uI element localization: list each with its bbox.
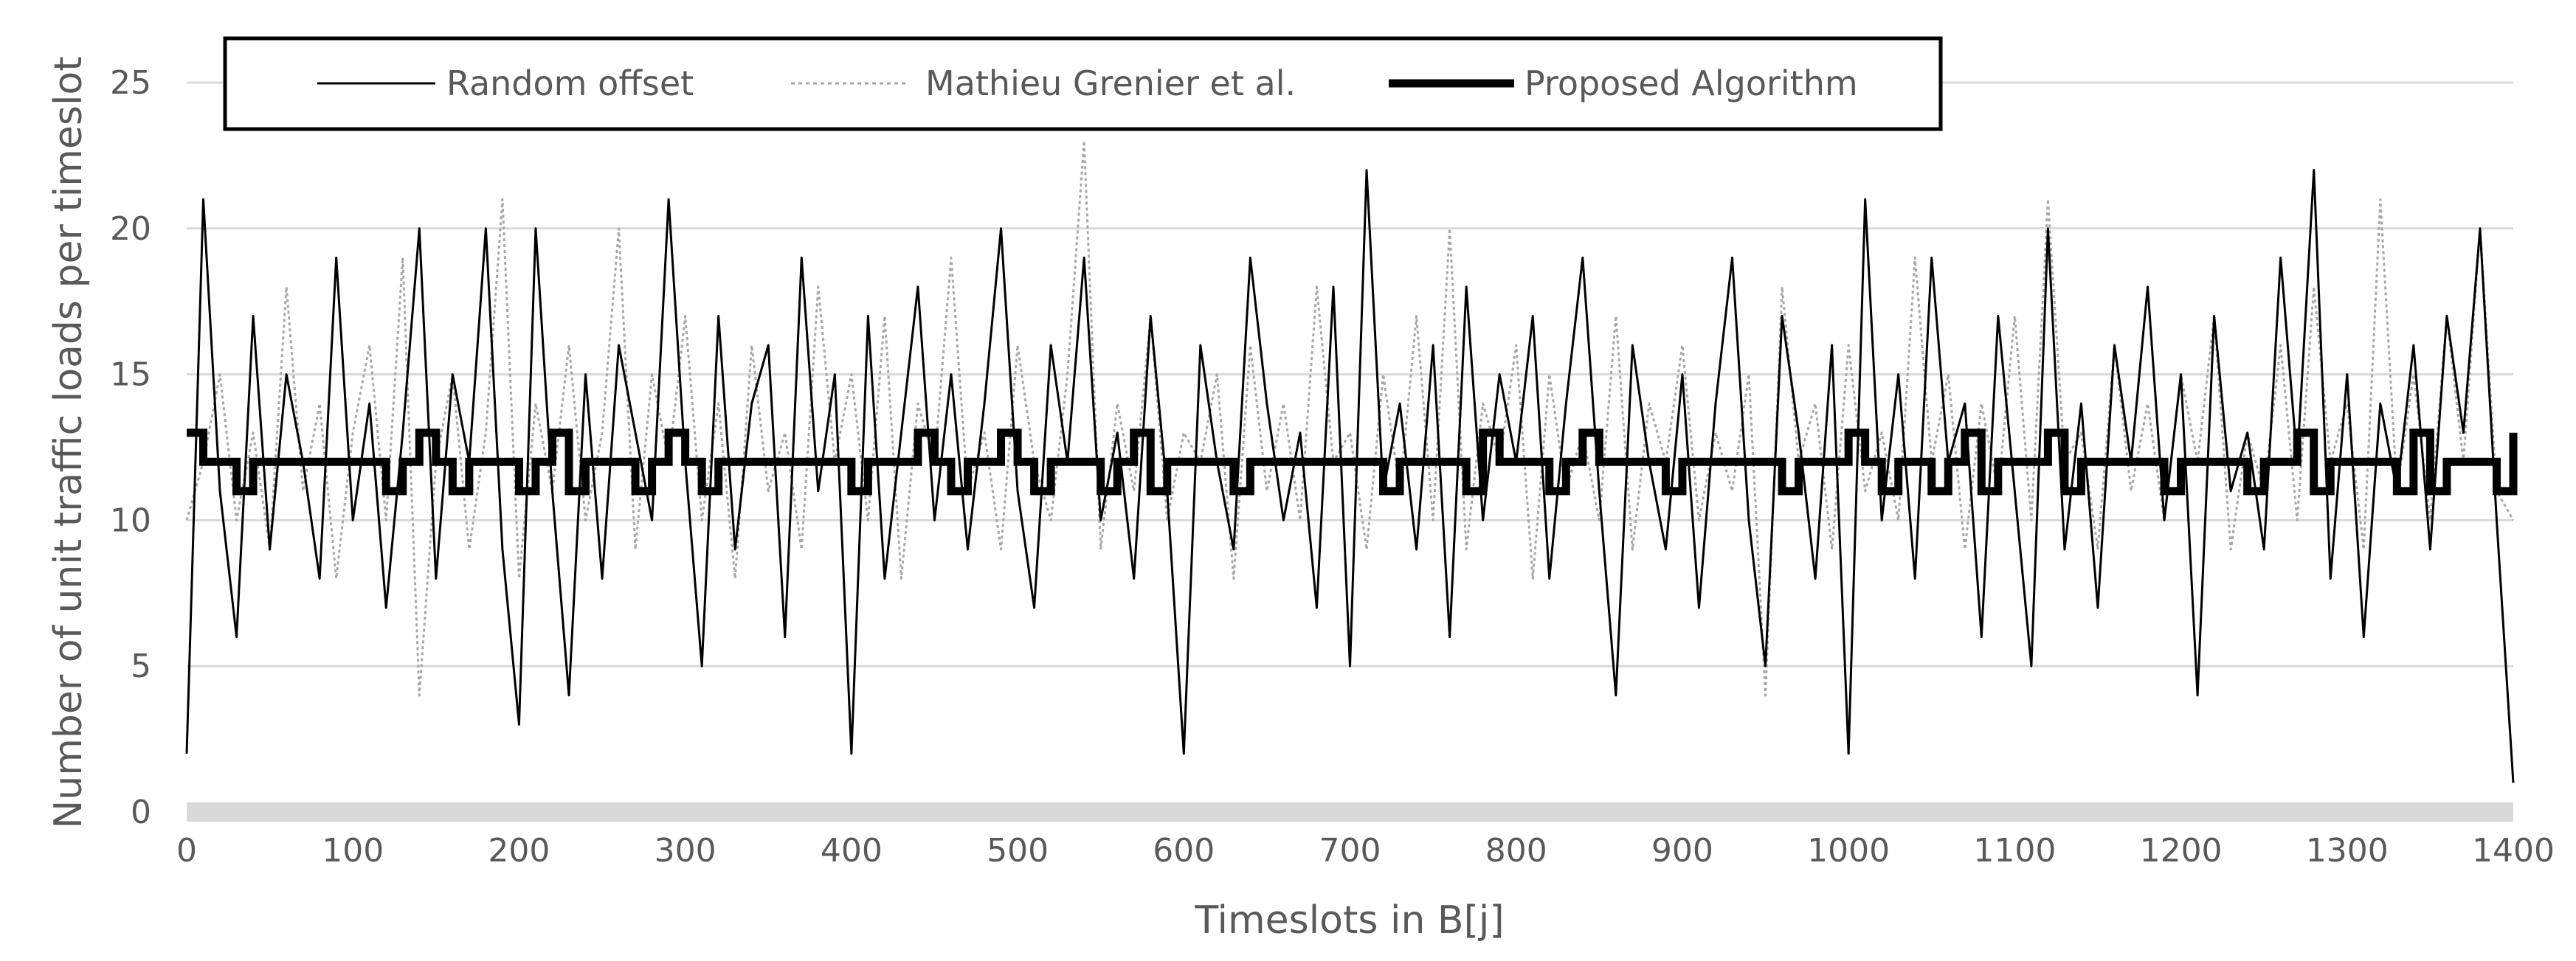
x-tick-label: 700 — [1319, 832, 1381, 870]
series-line-random-offset — [185, 169, 2515, 783]
legend-label-random-offset: Random offset — [446, 63, 694, 103]
y-tick-labels: 0 5 10 15 20 25 — [110, 64, 151, 831]
x-tick-label: 1000 — [1807, 832, 1890, 870]
x-tick-label: 1400 — [2472, 832, 2555, 870]
x-tick-label: 600 — [1153, 832, 1215, 870]
legend: Random offset Mathieu Grenier et al. Pro… — [223, 36, 1943, 131]
y-tick-label: 5 — [131, 648, 151, 685]
y-axis-title: Number of unit traffic loads per timeslo… — [46, 56, 91, 828]
x-tick-label: 100 — [322, 832, 384, 870]
x-tick-label: 900 — [1651, 832, 1713, 870]
x-tick-label: 500 — [987, 832, 1049, 870]
gridlines — [187, 81, 2513, 667]
x-tick-label: 200 — [488, 832, 550, 870]
y-tick-label: 15 — [110, 356, 151, 394]
x-axis-title: Timeslots in B[j] — [1194, 898, 1504, 943]
legend-box — [223, 36, 1943, 131]
x-tick-labels: 0 100 200 300 400 500 600 700 800 900 1000 1100 1200… — [176, 832, 2555, 870]
series-layer — [185, 139, 2518, 783]
series-line-proposed-algorithm — [187, 429, 2518, 496]
legend-label-grenier: Mathieu Grenier et al. — [925, 63, 1296, 103]
y-tick-label: 25 — [110, 64, 151, 102]
y-tick-label: 10 — [110, 502, 151, 539]
x-axis-band — [187, 802, 2513, 822]
legend-label-proposed: Proposed Algorithm — [1524, 63, 1858, 103]
y-tick-label: 20 — [110, 210, 151, 248]
x-tick-label: 800 — [1485, 832, 1547, 870]
x-tick-label: 300 — [655, 832, 716, 870]
x-tick-label: 1100 — [1973, 832, 2056, 870]
series-line-mathieu-grenier-et-al — [185, 139, 2515, 697]
x-tick-label: 0 — [176, 832, 197, 870]
x-tick-label: 400 — [821, 832, 883, 870]
y-tick-label: 0 — [131, 794, 151, 831]
x-tick-label: 1300 — [2306, 832, 2389, 870]
x-tick-label: 1200 — [2140, 832, 2223, 870]
